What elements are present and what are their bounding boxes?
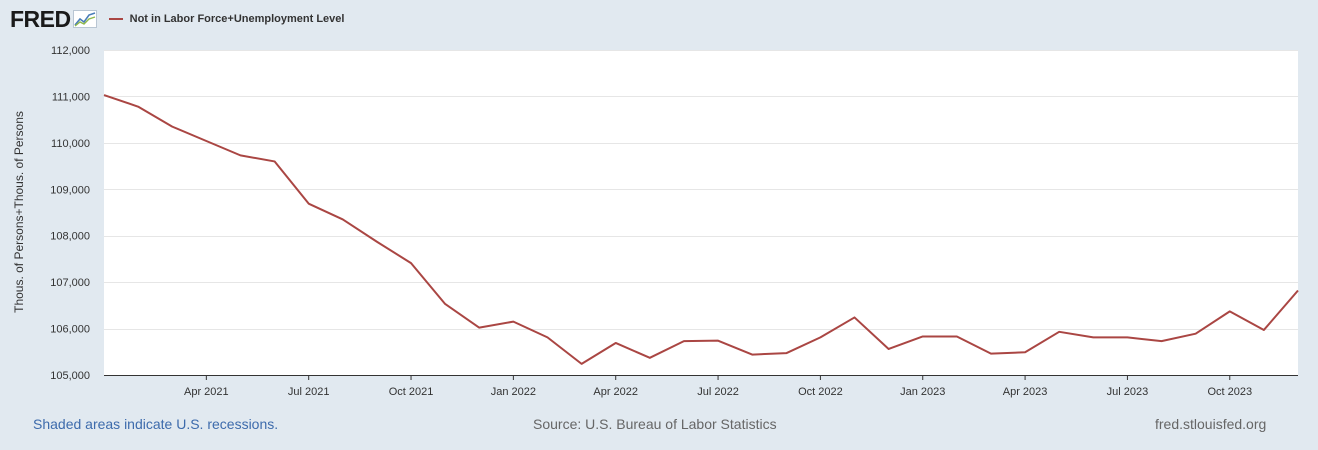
x-tick-label: Jan 2022: [491, 386, 536, 398]
x-tick-label: Oct 2022: [798, 386, 843, 398]
chart-line-icon: [72, 10, 97, 28]
fred-logo-text: FRED: [10, 5, 71, 32]
x-axis-ticks: Apr 2021 Jul 2021 Oct 2021 Jan 2022 Apr 2022…: [184, 375, 1252, 398]
recession-note-link[interactable]: Shaded areas indicate U.S. recessions.: [33, 416, 279, 432]
y-tick-label: 110,000: [51, 138, 90, 150]
x-tick-label: Jul 2022: [697, 386, 739, 398]
y-tick-label: 108,000: [50, 231, 90, 243]
y-tick-label: 109,000: [50, 184, 90, 196]
y-axis-label: Thous. of Persons+Thous. of Persons: [12, 111, 26, 313]
x-tick-label: Jan 2023: [900, 386, 945, 398]
legend-label: Not in Labor Force+Unemployment Level: [129, 13, 345, 25]
y-tick-label: 105,000: [50, 370, 90, 382]
y-tick-label: 106,000: [50, 324, 90, 336]
x-tick-label: Oct 2021: [389, 386, 434, 398]
y-tick-label: 112,000: [51, 45, 90, 57]
x-tick-label: Apr 2022: [593, 386, 638, 398]
gridlines: [104, 50, 1298, 330]
site-link[interactable]: fred.stlouisfed.org: [1155, 416, 1267, 432]
y-axis-ticks: 105,000 106,000 107,000 108,000 109,000 110,0…: [50, 45, 90, 382]
x-tick-label: Jul 2023: [1107, 386, 1149, 398]
x-tick-label: Apr 2023: [1003, 386, 1048, 398]
source-text: Source: U.S. Bureau of Labor Statistics: [533, 416, 777, 432]
x-tick-label: Oct 2023: [1207, 386, 1252, 398]
plot-area: [104, 50, 1298, 375]
legend-swatch: [108, 18, 123, 20]
line-chart: 105,000 106,000 107,000 108,000 109,000 110,0…: [12, 45, 1299, 398]
series-line: [103, 94, 1299, 365]
x-tick-label: Apr 2021: [184, 386, 229, 398]
chart-legend: Not in Labor Force+Unemployment Level: [108, 13, 345, 25]
x-tick-label: Jul 2021: [288, 386, 330, 398]
chart-header: FRED Not in Labor Force+Unemployment Lev…: [10, 6, 344, 32]
y-tick-label: 107,000: [50, 277, 90, 289]
fred-logo[interactable]: FRED: [10, 6, 97, 33]
y-tick-label: 111,000: [52, 91, 90, 103]
